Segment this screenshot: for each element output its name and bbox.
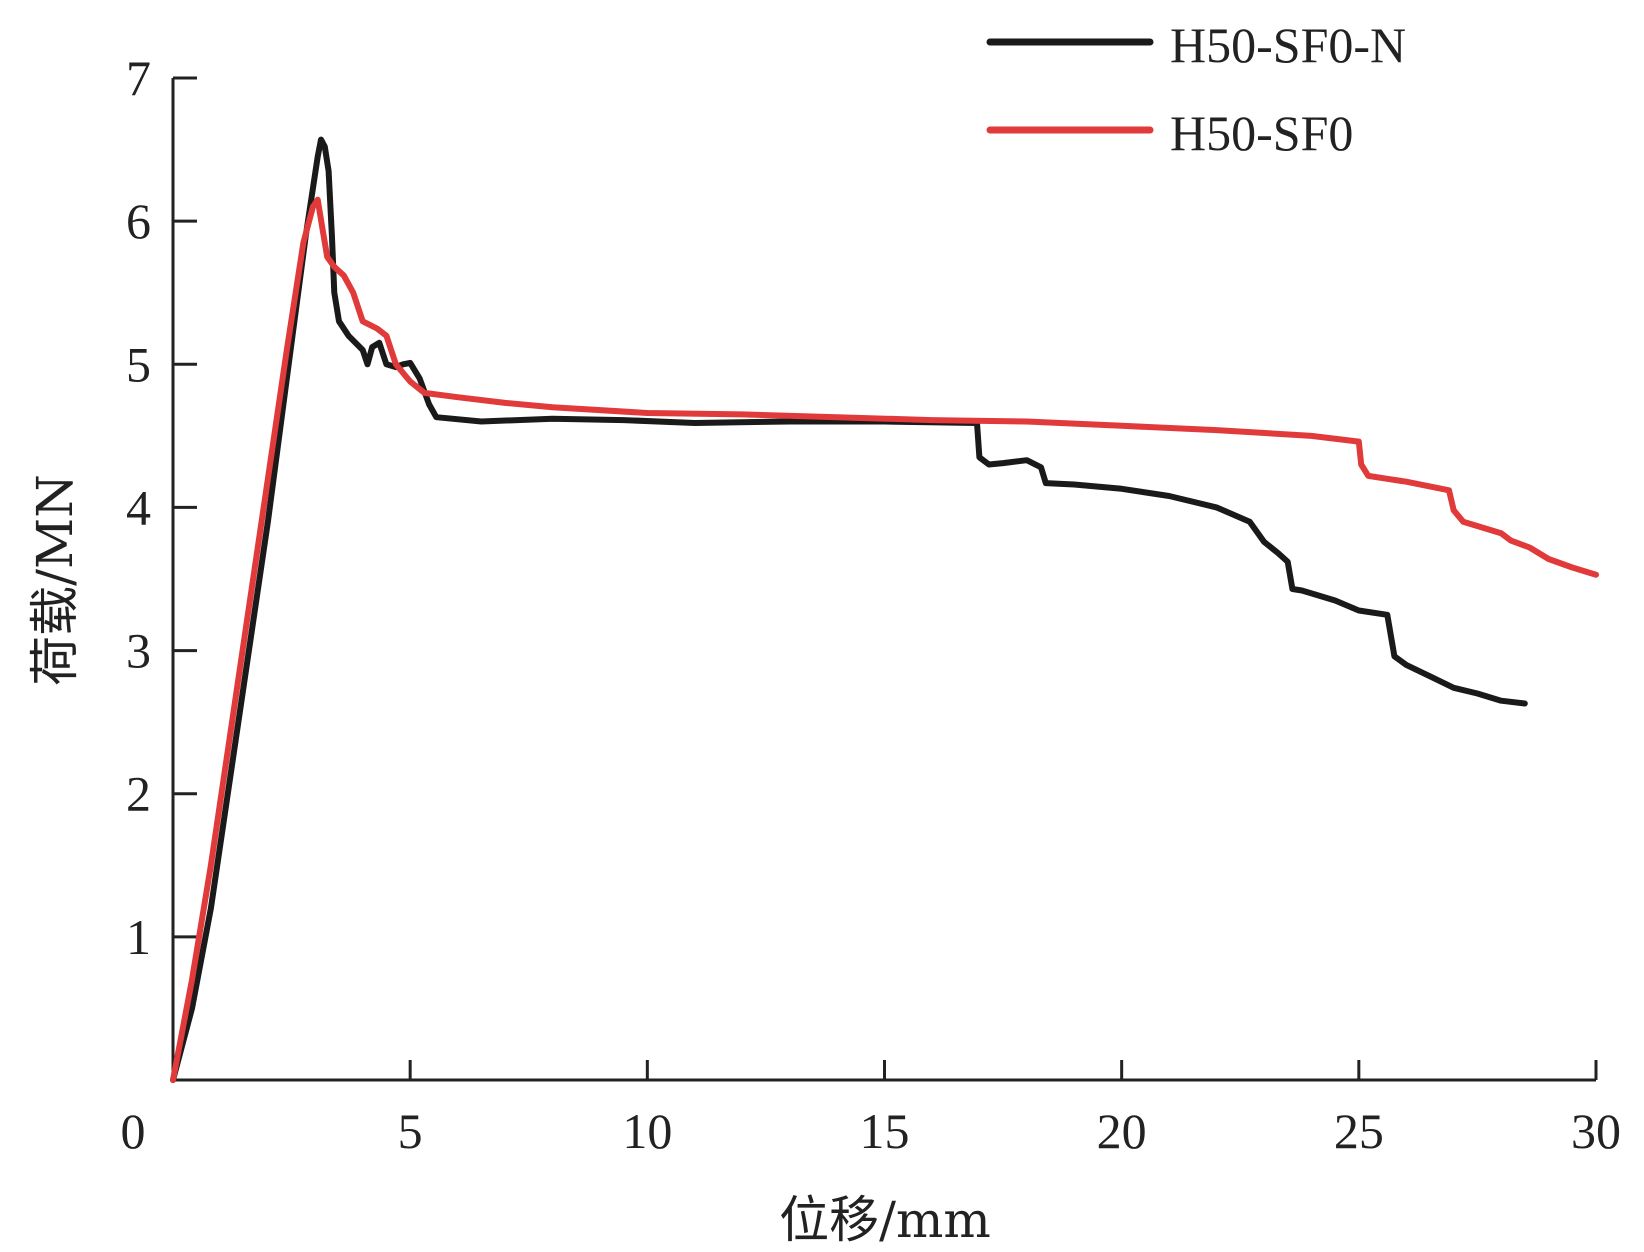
- x-tick-label: 0: [121, 1103, 146, 1159]
- y-tick-label: 3: [126, 623, 151, 679]
- x-tick-label: 15: [860, 1103, 910, 1159]
- y-axis-title: 荷载/MN: [26, 474, 84, 686]
- series-line-h50-sf0-n: [170, 136, 1528, 1083]
- y-tick-label: 2: [126, 766, 151, 822]
- x-tick-label: 5: [398, 1103, 423, 1159]
- x-tick-label: 10: [622, 1103, 672, 1159]
- legend-label-h50-sf0: H50-SF0: [1170, 105, 1353, 161]
- y-ticks: 1 2 3 4 5 6 7: [126, 50, 197, 965]
- y-tick-label: 1: [126, 909, 151, 965]
- legend: H50-SF0-N H50-SF0: [986, 17, 1406, 161]
- legend-label-h50-sf0-n: H50-SF0-N: [1170, 17, 1406, 73]
- series-line-h50-sf0: [170, 196, 1599, 1083]
- series-layer: [170, 136, 1599, 1083]
- y-tick-label: 4: [126, 479, 151, 535]
- x-axis-title: 位移/mm: [779, 1191, 991, 1249]
- x-tick-label: 30: [1571, 1103, 1621, 1159]
- x-tick-label: 25: [1334, 1103, 1384, 1159]
- y-tick-label: 5: [126, 336, 151, 392]
- x-tick-label: 20: [1097, 1103, 1147, 1159]
- y-tick-label: 6: [126, 193, 151, 249]
- y-tick-label: 7: [126, 50, 151, 106]
- x-ticks: 0 5 10 15 20 25 30: [121, 1060, 1621, 1159]
